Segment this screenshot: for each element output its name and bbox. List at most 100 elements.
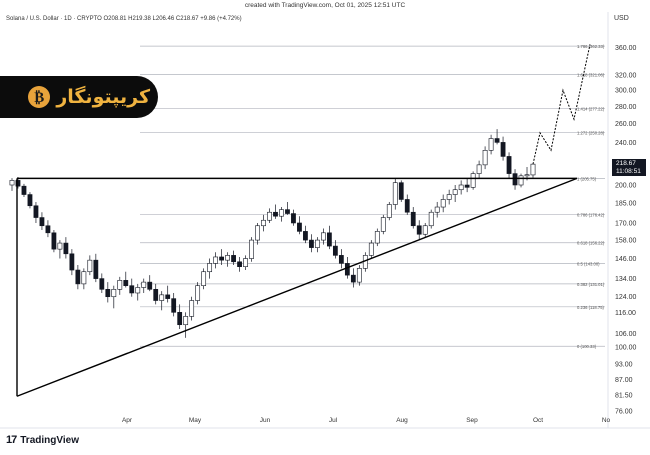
candle-body: [279, 209, 284, 217]
brand-text: کریپتونگار: [56, 86, 150, 108]
candle-body: [494, 138, 500, 143]
candle-body: [255, 225, 260, 241]
candle-body: [45, 225, 51, 234]
candle-body: [332, 245, 338, 256]
tradingview-logo-text: TradingView: [20, 434, 79, 446]
last-price: 218.67: [616, 160, 636, 167]
candle-body: [75, 269, 81, 285]
candle-body: [213, 256, 219, 264]
y-tick-label: 116.00: [615, 310, 636, 317]
y-tick-label: 158.00: [615, 238, 637, 245]
tradingview-logo-icon: 17: [6, 434, 17, 446]
bitcoin-coin-icon: ₿: [28, 86, 51, 108]
y-tick-label: 93.00: [615, 361, 633, 368]
fib-level-label: 0.786 (176.42): [577, 212, 605, 217]
candle-body: [530, 163, 536, 176]
candle-body: [93, 259, 99, 279]
candle-body: [434, 206, 440, 213]
y-tick-label: 260.00: [615, 121, 637, 128]
candle-body: [452, 189, 458, 195]
candle-body: [243, 258, 248, 267]
candle-body: [488, 138, 494, 151]
candle-body: [512, 173, 518, 186]
candle-body: [195, 285, 201, 301]
candle-body: [518, 175, 524, 186]
candle-body: [147, 281, 153, 290]
candle-body: [105, 289, 111, 298]
x-tick-label: No: [602, 417, 611, 424]
candle-body: [129, 285, 135, 294]
candle-body: [189, 300, 195, 317]
candle-body: [177, 312, 183, 326]
candle-body: [165, 294, 171, 299]
candle-body: [303, 231, 308, 241]
fib-level-label: 0 (100.33): [577, 344, 597, 349]
candle-body: [476, 164, 482, 174]
candle-body: [398, 182, 404, 200]
candle-body: [111, 289, 117, 298]
tradingview-logo[interactable]: 17 TradingView: [6, 434, 79, 446]
candle-body: [141, 281, 147, 288]
candle-body: [338, 255, 344, 264]
fib-level-label: 1.786 (362.33): [577, 44, 605, 49]
last-price-tag: 218.67 11:08:51: [612, 159, 646, 176]
candle-body: [500, 142, 506, 157]
symbol-text: Solana / U.S. Dollar · 1D · CRYPTO: [6, 16, 102, 22]
fib-level-label: 1 (205.75): [577, 176, 597, 181]
fib-level-label: 0.618 (156.22): [577, 241, 605, 246]
candle-body: [39, 217, 45, 227]
candle-body: [428, 211, 434, 227]
candle-body: [237, 261, 242, 267]
ohlc-text: O208.81 H219.38 L206.46 C218.67 +9.86 (+…: [103, 16, 242, 22]
x-tick-label: Sep: [466, 417, 478, 424]
y-tick-label: 185.00: [615, 201, 637, 208]
fib-level-label: 0.382 (131.01): [577, 282, 605, 287]
y-tick-label: 87.00: [615, 377, 633, 384]
y-tick-label: 124.00: [615, 294, 637, 301]
fib-level-label: 0.5 (143.00): [577, 261, 600, 266]
candle-body: [183, 316, 189, 326]
candle-body: [410, 211, 416, 227]
candle-body: [273, 211, 278, 217]
fib-level-label: 1.272 (250.28): [577, 131, 605, 136]
y-tick-label: 320.00: [615, 73, 637, 80]
x-tick-label: Apr: [122, 417, 133, 424]
y-tick-label: 300.00: [615, 88, 637, 95]
candle-body: [309, 239, 314, 248]
candle-body: [225, 255, 230, 261]
y-tick-label: 100.00: [615, 345, 637, 352]
candle-body: [159, 294, 165, 301]
y-tick-label: 134.00: [615, 276, 637, 283]
candle-body: [171, 298, 177, 313]
y-tick-label: 360.00: [615, 45, 637, 52]
candle-body: [69, 253, 75, 271]
bar-countdown: 11:08:51: [616, 168, 641, 175]
triangle-support-line: [16, 177, 578, 397]
candle-body: [27, 194, 33, 207]
candle-body: [249, 239, 254, 259]
candle-body: [15, 180, 21, 187]
y-tick-label: 106.00: [615, 331, 637, 338]
fib-level-label: 1.414 (277.22): [577, 107, 605, 112]
candle-body: [380, 217, 386, 232]
candle-body: [153, 289, 159, 301]
candle-body: [135, 287, 141, 294]
candle-body: [21, 185, 27, 195]
y-tick-label: 81.50: [615, 392, 633, 399]
x-tick-label: May: [189, 417, 202, 424]
candle-body: [207, 263, 213, 273]
candle-body: [368, 242, 374, 256]
candle-body: [482, 150, 488, 166]
projection-path: [532, 44, 591, 165]
candle-body: [267, 211, 272, 221]
candle-body: [51, 232, 57, 250]
candle-body: [446, 194, 452, 200]
candle-body: [326, 232, 332, 247]
candle-body: [99, 278, 105, 290]
fib-level-label: 1.618 (321.06): [577, 72, 605, 77]
candle-body: [57, 242, 63, 250]
x-tick-label: Oct: [533, 417, 543, 424]
candle-body: [9, 180, 15, 186]
candle-body: [285, 209, 290, 214]
